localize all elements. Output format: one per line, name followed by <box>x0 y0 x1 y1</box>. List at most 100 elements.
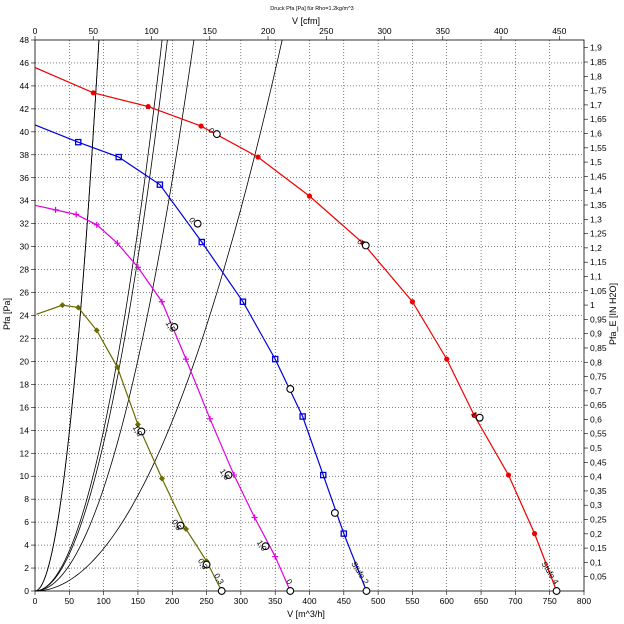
data-point <box>409 299 416 305</box>
y2-tick-label: 1,25 <box>590 229 607 239</box>
x-tick-label: 350 <box>268 596 282 606</box>
data-point <box>114 364 121 371</box>
y2-tick-label: 1,5 <box>590 157 602 167</box>
operating-point-label: 0 <box>355 238 365 247</box>
operating-point <box>170 323 179 331</box>
operating-point <box>193 219 202 228</box>
data-point <box>52 206 59 213</box>
data-point <box>299 413 306 420</box>
y2-tick-label: 0,7 <box>590 386 602 396</box>
operating-point <box>202 560 211 569</box>
x-tick-label: 0 <box>33 596 38 606</box>
operating-point <box>361 241 370 250</box>
x-tick-label: 800 <box>577 596 591 606</box>
y2-tick-label: 0,85 <box>590 343 607 353</box>
y2-tick-label: 1,6 <box>590 129 602 139</box>
x-tick-label: 50 <box>65 596 75 606</box>
x-tick-label: 750 <box>543 596 557 606</box>
x2-tick-label: 0 <box>33 26 38 36</box>
y-tick-label: 24 <box>20 311 30 321</box>
y2-tick-label: 1,75 <box>590 86 607 96</box>
data-point <box>182 356 189 363</box>
x-tick-label: 100 <box>97 596 111 606</box>
y2-tick-label: 0,65 <box>590 400 607 410</box>
data-point <box>182 526 189 533</box>
chart-title: Druck Pfa [Pa] für Rho=1.2kg/m^3 <box>270 6 353 12</box>
x-tick-label: 150 <box>131 596 145 606</box>
data-point <box>90 90 96 96</box>
x2-tick-label: 300 <box>377 26 391 36</box>
system-curve <box>34 39 283 592</box>
y-tick-label: 26 <box>20 288 30 298</box>
y-tick-label: 48 <box>20 35 30 45</box>
y-tick-label: 6 <box>24 517 29 527</box>
y2-tick-label: 1,45 <box>590 171 607 181</box>
y2-tick-label: 1 <box>590 300 595 310</box>
y2-tick-label: 1,05 <box>590 286 607 296</box>
data-point <box>271 355 279 363</box>
operating-point <box>261 542 270 551</box>
y2-tick-label: 0,1 <box>590 557 602 567</box>
x-tick-label: 550 <box>405 596 419 606</box>
x2-tick-label: 50 <box>89 26 99 36</box>
data-point <box>93 221 100 228</box>
y-tick-label: 34 <box>20 196 30 206</box>
y-tick-label: 10 <box>20 471 30 481</box>
x-tick-label: 600 <box>440 596 454 606</box>
operating-point <box>286 385 295 393</box>
operating-point <box>330 508 339 517</box>
y2-tick-label: 0,9 <box>590 329 602 339</box>
y2-tick-label: 0,45 <box>590 457 607 467</box>
y2-tick-label: 0,05 <box>590 572 607 582</box>
data-point <box>251 514 258 521</box>
operating-point <box>176 521 185 530</box>
y2-axis-title: Pfa_E [IN H2O] <box>608 283 618 345</box>
fan-curve-line <box>34 66 558 592</box>
x2-tick-label: 250 <box>319 26 333 36</box>
y-tick-label: 30 <box>20 242 30 252</box>
x-tick-label: 700 <box>508 596 522 606</box>
data-point <box>255 154 261 160</box>
system-curve <box>34 39 163 592</box>
x2-tick-label: 100 <box>144 26 158 36</box>
operating-point <box>362 587 371 595</box>
x-tick-label: 400 <box>302 596 316 606</box>
y-tick-label: 8 <box>24 494 29 504</box>
operating-point <box>475 413 484 422</box>
y-tick-label: 28 <box>20 265 30 275</box>
x-tick-label: 650 <box>474 596 488 606</box>
x2-axis-title: V [cfm] <box>292 16 320 26</box>
x-tick-label: 450 <box>337 596 351 606</box>
system-curve <box>34 39 168 592</box>
data-point <box>505 472 512 478</box>
y2-tick-label: 1,8 <box>590 71 602 81</box>
y-tick-label: 32 <box>20 219 30 229</box>
fan-curves <box>34 66 558 592</box>
y2-tick-label: 1,3 <box>590 214 602 224</box>
data-point <box>531 531 538 537</box>
y-tick-label: 44 <box>20 81 30 91</box>
y-tick-label: 22 <box>20 333 30 343</box>
y2-tick-label: 0,15 <box>590 543 607 553</box>
operating-point-label: 0 <box>284 578 294 587</box>
y-tick-label: 42 <box>20 104 30 114</box>
y2-tick-label: 0,8 <box>590 357 602 367</box>
grid-lines <box>35 40 584 591</box>
data-point <box>272 553 279 560</box>
data-point <box>306 193 313 199</box>
y-tick-label: 40 <box>20 127 30 137</box>
data-point <box>239 298 247 305</box>
operating-point <box>212 130 221 139</box>
operating-point-label: Stufe 2 <box>349 560 370 587</box>
operating-point-label: 1,0 <box>131 424 145 439</box>
y2-tick-label: 1,1 <box>590 271 602 281</box>
operating-point-label: Stufe 4 <box>539 560 560 587</box>
y-tick-label: 0 <box>24 586 29 596</box>
x-tick-label: 500 <box>371 596 385 606</box>
operating-point <box>286 587 295 595</box>
data-point <box>471 412 477 418</box>
y2-tick-label: 0,2 <box>590 529 602 539</box>
fan-curve-line <box>34 124 368 592</box>
data-point <box>340 530 348 537</box>
